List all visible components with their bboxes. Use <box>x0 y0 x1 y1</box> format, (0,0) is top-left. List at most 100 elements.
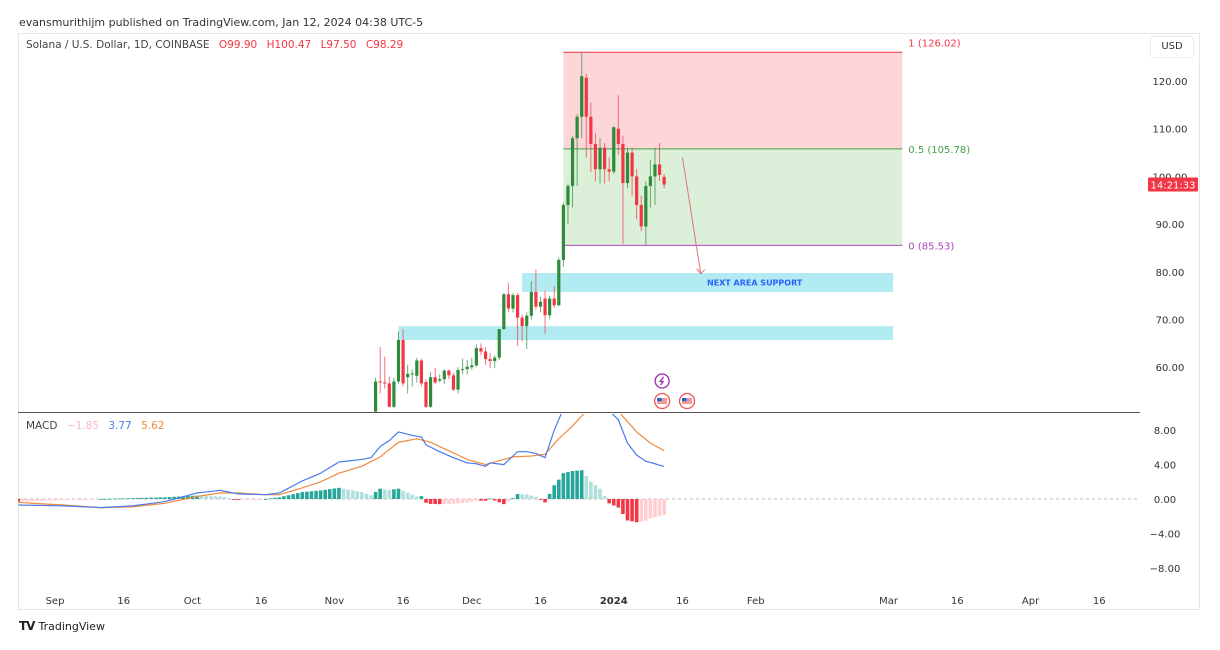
candle[interactable] <box>401 329 405 387</box>
candle[interactable] <box>442 369 446 384</box>
candle[interactable] <box>392 377 396 409</box>
macd-histogram-bar <box>57 499 62 501</box>
candle[interactable] <box>566 183 570 225</box>
macd-histogram-bar <box>506 499 511 502</box>
currency-button[interactable]: USD <box>1150 36 1194 58</box>
candle[interactable] <box>387 376 391 408</box>
macd-histogram-bar <box>415 496 419 499</box>
candle-body <box>419 360 423 384</box>
candle[interactable] <box>419 358 423 387</box>
candle[interactable] <box>570 135 575 208</box>
candle[interactable] <box>616 95 620 155</box>
candle-body <box>415 360 419 376</box>
candle[interactable] <box>470 357 474 370</box>
candle[interactable] <box>548 295 552 320</box>
candle-body <box>406 373 410 378</box>
time-tick-label: Dec <box>462 596 481 607</box>
candle[interactable] <box>543 290 547 334</box>
candle[interactable] <box>497 329 501 361</box>
chart-frame <box>18 33 1200 610</box>
candle[interactable] <box>603 143 607 184</box>
candle[interactable] <box>557 257 561 307</box>
arrow-line[interactable] <box>681 157 702 274</box>
candle[interactable] <box>657 143 662 182</box>
candle[interactable] <box>529 281 533 320</box>
time-tick-label: 16 <box>1093 596 1106 607</box>
candle[interactable] <box>648 159 652 208</box>
candle[interactable] <box>598 138 602 184</box>
candle[interactable] <box>378 347 382 394</box>
candle[interactable] <box>424 379 428 408</box>
candle[interactable] <box>584 73 588 158</box>
candle[interactable] <box>461 358 465 375</box>
time-tick-label: Feb <box>747 596 765 607</box>
candle[interactable] <box>639 195 643 232</box>
candle[interactable] <box>447 369 451 380</box>
candle[interactable] <box>493 355 497 369</box>
candle[interactable] <box>575 114 579 186</box>
macd-histogram-bar <box>598 488 602 499</box>
candle[interactable] <box>428 371 433 408</box>
candle-body <box>424 381 428 407</box>
candle[interactable] <box>456 367 460 394</box>
candle[interactable] <box>479 343 483 356</box>
price-pane[interactable]: 1 (126.02) 0.5 (105.78) 0 (85.53) NEXT AREA… <box>374 38 970 413</box>
lightning-icon[interactable] <box>654 373 670 389</box>
support-zone[interactable] <box>522 272 894 292</box>
candle[interactable] <box>607 157 611 182</box>
candle[interactable] <box>625 147 630 189</box>
candle[interactable] <box>612 126 616 175</box>
candle[interactable] <box>589 102 593 172</box>
macd-signal-line[interactable] <box>18 406 665 509</box>
candle[interactable] <box>488 352 492 369</box>
candle-body <box>598 147 602 170</box>
candle[interactable] <box>644 181 648 246</box>
macd-histogram-bar <box>602 495 607 499</box>
us-flag-icon[interactable] <box>678 392 696 410</box>
macd-histogram-bar <box>437 499 442 505</box>
candle[interactable] <box>525 312 529 350</box>
candle[interactable] <box>396 331 401 384</box>
candle[interactable] <box>561 202 565 268</box>
candle[interactable] <box>383 356 387 389</box>
candle[interactable] <box>511 293 515 313</box>
candle[interactable] <box>630 147 634 196</box>
candle[interactable] <box>406 364 410 394</box>
candle[interactable] <box>552 286 556 308</box>
time-tick-label: 16 <box>676 596 689 607</box>
macd-line[interactable] <box>18 387 665 509</box>
candle[interactable] <box>580 52 584 139</box>
candle[interactable] <box>593 133 598 182</box>
macd-histogram-bar <box>295 493 300 499</box>
candle[interactable] <box>515 293 520 346</box>
candle[interactable] <box>433 368 437 384</box>
price-tick-label: 110.00 <box>1153 125 1188 136</box>
macd-histogram-bar <box>167 497 172 499</box>
candle[interactable] <box>662 174 666 189</box>
candle[interactable] <box>534 269 538 310</box>
candle[interactable] <box>415 357 419 383</box>
candle-body <box>648 176 652 186</box>
fib-level-label: 0.5 (105.78) <box>908 145 970 156</box>
candle[interactable] <box>465 360 469 375</box>
macd-pane[interactable] <box>17 387 1140 523</box>
candle[interactable] <box>438 374 442 383</box>
candle[interactable] <box>502 293 506 330</box>
candle[interactable] <box>635 169 639 220</box>
support-zone[interactable] <box>398 326 894 341</box>
candle[interactable] <box>451 372 456 392</box>
candle[interactable] <box>621 135 625 245</box>
candle[interactable] <box>474 344 478 368</box>
candle[interactable] <box>506 282 511 313</box>
tradingview-logo[interactable]: TV TradingView <box>19 619 105 633</box>
candle[interactable] <box>520 314 524 341</box>
us-flag-icon[interactable] <box>653 392 671 410</box>
candle[interactable] <box>538 296 543 313</box>
candle[interactable] <box>374 377 378 414</box>
candle[interactable] <box>410 369 414 387</box>
candle[interactable] <box>483 347 488 365</box>
macd-histogram-bar <box>456 499 460 504</box>
macd-histogram-bar <box>66 499 71 500</box>
candle[interactable] <box>653 147 657 206</box>
